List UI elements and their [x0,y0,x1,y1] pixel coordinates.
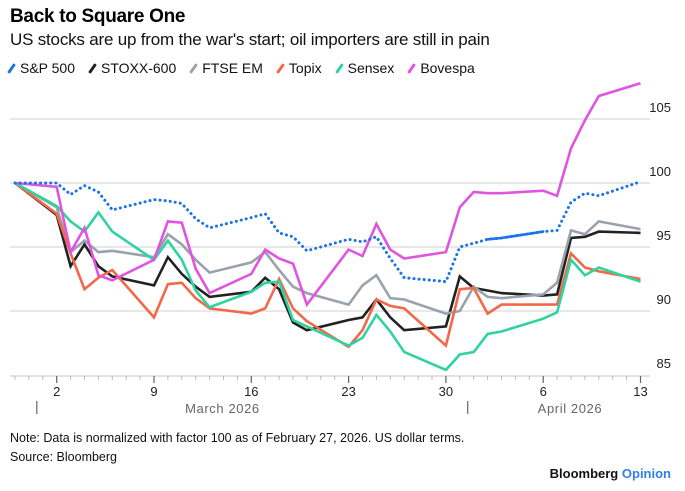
series-topix [14,181,641,349]
legend-item-sensex: Sensex [334,60,395,76]
legend-label-topix: Topix [288,60,322,76]
y-tick-label-90: 90 [657,292,671,307]
legend-label-ftse-em: FTSE EM [202,60,263,76]
y-tick-label-85: 85 [657,356,671,371]
x-tick-label-13: 13 [633,384,647,399]
line-chart: 2 9 16 23 30 6 13 March 2026 April 2026 85 90 95 10… [10,81,671,416]
x-tick-label-30: 30 [439,384,453,399]
chart-source: Source: Bloomberg [10,450,118,464]
chart-note: Note: Data is normalized with factor 100… [10,431,465,445]
series-ftse-em [14,181,641,315]
legend-item-topix: Topix [276,60,322,76]
legend: S&P 500 STOXX-600 FTSE EM Topix Sensex Bovesp… [7,60,475,76]
legend-item-ftse-em: FTSE EM [189,60,263,76]
series-bovespa [14,81,641,308]
legend-label-bovespa: Bovespa [420,60,475,76]
line-bovespa [14,81,641,308]
line-s-p-500 [13,180,642,284]
series-lines [13,81,642,372]
gridlines [10,118,650,312]
line-solid-segment-s-p-500 [486,230,545,241]
brand-logo: Bloomberg Opinion [550,466,671,481]
legend-item-stoxx-600: STOXX-600 [88,60,177,76]
legend-label-s-p-500: S&P 500 [20,60,76,76]
brand-accent: Opinion [621,466,671,481]
x-axis: 2 9 16 23 30 6 13 March 2026 April 2026 [10,375,650,416]
line-topix [14,181,641,349]
legend-label-stoxx-600: STOXX-600 [101,60,177,76]
line-ftse-em [14,181,641,315]
month-label-april-2026: April 2026 [538,401,603,416]
legend-item-bovespa: Bovespa [407,60,475,76]
series-sensex [14,181,641,372]
y-axis-labels: 85 90 95 100 105 [649,100,671,371]
legend-label-sensex: Sensex [347,60,395,76]
x-tick-label-6: 6 [540,384,547,399]
chart-title: Back to Square One [10,6,186,27]
y-tick-label-100: 100 [649,164,671,179]
x-tick-label-16: 16 [244,384,258,399]
brand-main: Bloomberg [549,466,619,481]
x-tick-label-9: 9 [150,384,157,399]
chart-subtitle: US stocks are up from the war's start; o… [10,30,490,49]
series-s-p-500 [13,180,642,284]
legend-item-s-p-500: S&P 500 [7,60,76,76]
month-label-march-2026: March 2026 [185,401,260,416]
x-tick-label-23: 23 [341,384,355,399]
y-tick-label-105: 105 [649,100,671,115]
y-tick-label-95: 95 [657,228,671,243]
line-sensex [14,181,641,372]
x-tick-label-2: 2 [53,384,60,399]
